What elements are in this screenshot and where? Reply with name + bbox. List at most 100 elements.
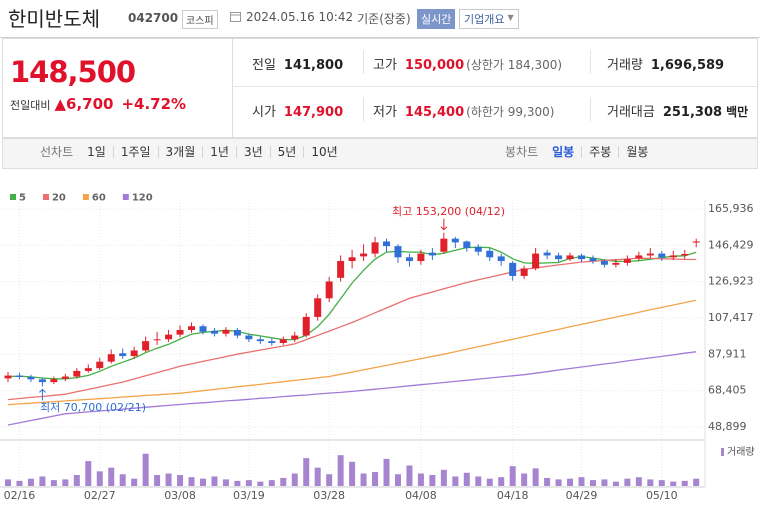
- current-price: 148,500: [10, 55, 136, 89]
- volume-bar: [406, 465, 413, 486]
- period-tab[interactable]: 1년: [202, 146, 236, 158]
- volume-bar: [463, 472, 470, 486]
- field-value: 145,400: [404, 105, 465, 120]
- volume-bar: [39, 476, 46, 486]
- period-tab[interactable]: 일봉: [552, 145, 575, 159]
- volume-bar: [589, 480, 596, 486]
- y-tick-label: 87,911: [708, 347, 747, 360]
- period-tab[interactable]: 1일: [87, 145, 106, 159]
- market-badge: 코스피: [182, 10, 218, 29]
- volume-bar: [452, 476, 459, 486]
- legend-label: 20: [52, 193, 66, 204]
- volume-bar: [257, 481, 264, 486]
- candle-body: [669, 255, 677, 258]
- moving-average-line: [7, 299, 697, 406]
- field-value: 251,308: [662, 105, 723, 120]
- low-annotation: 최저 70,700 (02/21): [40, 401, 146, 414]
- line-tabs: 선차트 1일 1주일 3개월 1년 3년 5년 10년: [33, 146, 345, 158]
- field-label: 거래대금: [607, 105, 655, 120]
- period-tab[interactable]: 월봉: [618, 146, 655, 158]
- field: 거래량 1,696,589: [607, 54, 724, 73]
- candle-body: [600, 261, 608, 265]
- candle-tabs: 봉차트 일봉 주봉 월봉: [498, 146, 655, 158]
- y-tick-label: 48,899: [708, 420, 747, 433]
- period-tab[interactable]: 1주일: [112, 146, 158, 158]
- volume-bar: [394, 474, 401, 486]
- candle-body: [348, 257, 356, 262]
- candle-body: [646, 253, 654, 256]
- period-tab[interactable]: 10년: [303, 146, 344, 158]
- volume-bar: [417, 473, 424, 486]
- field-value: 141,800: [283, 58, 344, 73]
- realtime-button[interactable]: 실시간: [417, 9, 456, 29]
- candle-body: [463, 241, 471, 248]
- tab-group-label[interactable]: 봉차트: [505, 145, 539, 159]
- volume-bar: [199, 478, 206, 486]
- volume-bar: [245, 480, 252, 486]
- candle-body: [440, 238, 448, 252]
- volume-bar: [326, 474, 333, 486]
- volume-bar: [612, 481, 619, 486]
- period-tab[interactable]: 3년: [235, 146, 270, 158]
- volume-bar: [521, 473, 528, 486]
- legend-label: 5: [19, 193, 26, 204]
- legend-swatch: [122, 194, 129, 200]
- volume-bar: [280, 477, 287, 486]
- candle-body: [509, 262, 517, 276]
- legend-swatch: [82, 194, 89, 200]
- volume-bar: [670, 481, 677, 486]
- field-label: 전일: [252, 58, 276, 73]
- candle-body: [142, 341, 150, 351]
- volume-bar: [349, 461, 356, 486]
- candle-body: [578, 255, 585, 260]
- candle-body: [612, 262, 620, 265]
- candle-body: [199, 326, 207, 332]
- change-pct: +4.72%: [121, 95, 187, 113]
- volume-bar: [16, 480, 23, 486]
- timestamp: 2024.05.16 10:42 기준(장중): [246, 10, 411, 27]
- x-tick-label: 03/28: [313, 489, 345, 502]
- candle-body: [268, 341, 276, 343]
- volume-bar: [498, 477, 505, 486]
- volume-bar: [372, 472, 379, 486]
- x-tick-label: 04/29: [566, 489, 598, 502]
- volume-bar: [509, 466, 516, 486]
- period-tab[interactable]: 주봉: [581, 146, 618, 158]
- x-tick-label: 02/16: [4, 489, 36, 502]
- basis: 기준(장중): [357, 12, 411, 26]
- candle-body: [394, 246, 402, 258]
- candle-body: [405, 257, 413, 262]
- candle-body: [325, 281, 333, 299]
- company-info-button[interactable]: 기업개요 ▼: [459, 9, 519, 29]
- legend-swatch: [10, 194, 16, 200]
- volume-bar: [177, 475, 184, 486]
- candle-body: [589, 258, 597, 262]
- period-tab[interactable]: 3개월: [157, 146, 203, 158]
- candle-body: [27, 376, 35, 380]
- candle-body: [84, 368, 92, 371]
- field-value: 150,000: [404, 58, 465, 73]
- candle-body: [314, 298, 322, 317]
- volume-bar: [475, 476, 482, 486]
- volume-bar: [211, 476, 218, 486]
- period-tab[interactable]: 5년: [269, 146, 304, 158]
- field-label: 저가: [373, 105, 397, 120]
- x-tick-label: 05/10: [646, 489, 678, 502]
- volume-bar: [222, 479, 229, 486]
- candle-body: [279, 339, 287, 343]
- candle-body: [4, 375, 12, 379]
- quote-panel: [2, 38, 758, 138]
- change: ▲6,700: [54, 95, 114, 113]
- volume-bar: [154, 475, 161, 486]
- datetime: 2024.05.16 10:42: [246, 10, 354, 24]
- x-tick-label: 03/08: [164, 489, 196, 502]
- y-tick-label: 146,429: [708, 238, 754, 251]
- volume-bar: [555, 479, 562, 486]
- volume-bar: [96, 471, 103, 486]
- legend-label: 120: [132, 193, 153, 204]
- legend-swatch: [721, 448, 724, 456]
- stock-name: 한미반도체: [8, 7, 100, 31]
- field: 전일 141,800: [252, 54, 343, 73]
- tab-group-label[interactable]: 선차트: [40, 145, 74, 159]
